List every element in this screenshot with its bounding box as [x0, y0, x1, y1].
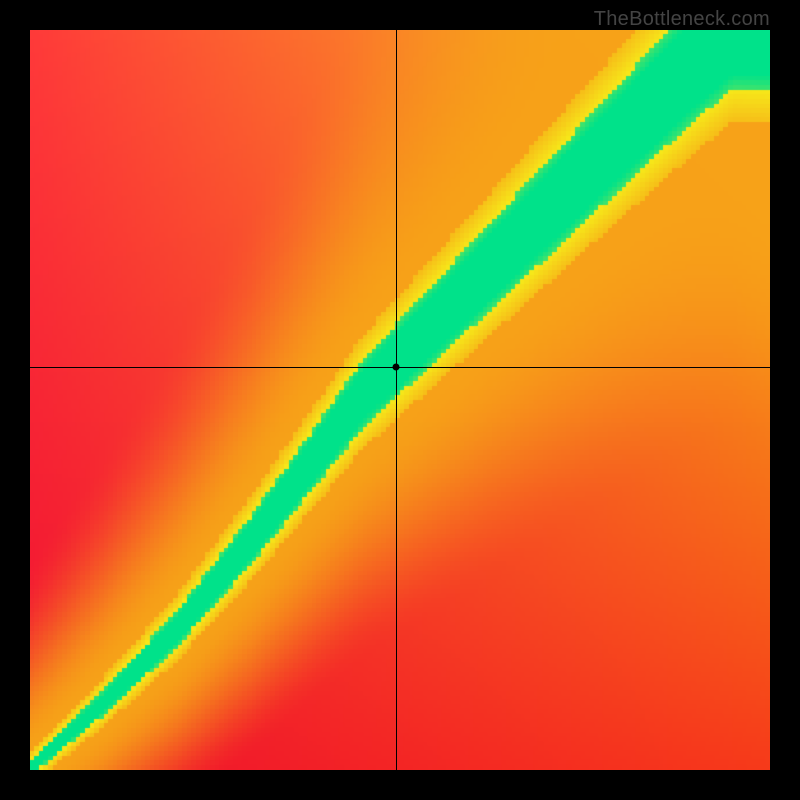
- chart-container: TheBottleneck.com: [0, 0, 800, 800]
- bottleneck-heatmap: [30, 30, 770, 770]
- watermark-text: TheBottleneck.com: [594, 8, 770, 31]
- crosshair-dot: [393, 363, 400, 370]
- plot-frame: [30, 30, 770, 770]
- crosshair-vertical: [396, 0, 397, 800]
- crosshair-horizontal: [0, 367, 800, 368]
